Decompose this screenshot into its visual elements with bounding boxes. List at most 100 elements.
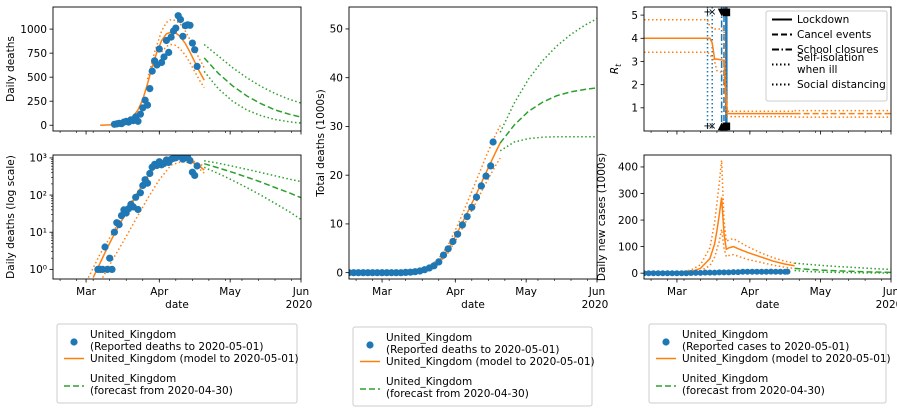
model-lower-line — [428, 157, 501, 270]
forecast-upper-line — [499, 18, 597, 133]
ytick-label: 30 — [330, 121, 343, 133]
legend-marker — [662, 338, 670, 346]
reported-point — [172, 24, 180, 32]
series-legend: United_Kingdom(Reported deaths to 2020-0… — [352, 326, 595, 407]
forecast-line — [499, 87, 597, 144]
reported-point — [739, 268, 746, 275]
model-lower-line — [644, 51, 795, 118]
reported-point — [136, 110, 144, 118]
reported-point — [143, 101, 152, 109]
legend-box — [648, 323, 887, 404]
reported-point — [134, 117, 142, 125]
model-line — [349, 142, 501, 274]
reported-point — [165, 48, 173, 57]
legend-label: School closures — [797, 44, 878, 56]
ytick-label: 0 — [631, 268, 638, 280]
ytick-label: 250 — [27, 96, 47, 108]
legend-label: (Reported cases to 2020-05-01) — [682, 341, 849, 353]
xtick-year-label: 2020 — [582, 299, 609, 311]
legend-label: (forecast from 2020-04-30) — [90, 385, 233, 397]
intervention-marker-top: + — [703, 7, 711, 18]
forecast-lower-line — [203, 70, 301, 124]
plot-area — [100, 12, 301, 128]
ytick-label: 300 — [618, 188, 638, 200]
reported-point — [439, 251, 448, 259]
xtick-label: Apr — [150, 286, 169, 298]
reported-point — [487, 162, 495, 170]
xtick-label: Jun — [882, 286, 897, 298]
ytick-label: 10¹ — [29, 227, 47, 239]
reported-point — [650, 270, 657, 277]
intervention-marker-top: ■ — [722, 7, 731, 18]
xtick-label: Jun — [588, 286, 605, 298]
ytick-label: 10⁰ — [29, 264, 47, 276]
reported-point — [454, 230, 462, 238]
legend-marker — [70, 338, 78, 346]
reported-point — [721, 269, 727, 276]
reported-point — [186, 21, 194, 29]
y-axis-label: Daily deaths — [5, 36, 17, 102]
legend-label: United_Kingdom (model to 2020-05-01) — [386, 356, 595, 368]
legend-label: United_Kingdom — [682, 329, 768, 341]
reported-point — [160, 53, 168, 61]
xtick-label: May — [810, 286, 832, 298]
y-axis-label: Rt — [609, 63, 623, 74]
legend-label: Self-isolation — [797, 52, 864, 64]
reported-point — [458, 221, 466, 229]
reported-point — [669, 270, 676, 277]
xtick-label: Mar — [667, 286, 687, 298]
reported-point — [683, 270, 690, 277]
legend-label: United_Kingdom (model to 2020-05-01) — [682, 353, 891, 365]
reported-point — [146, 169, 154, 178]
forecast-line — [794, 267, 891, 274]
reported-point — [101, 243, 109, 251]
xtick-label: May — [219, 286, 241, 298]
legend-label: (forecast from 2020-04-30) — [386, 388, 529, 400]
reported-point — [655, 270, 662, 277]
xtick-label: Mar — [372, 286, 392, 298]
reported-point — [193, 162, 201, 170]
axes-frame — [643, 6, 892, 132]
reported-point — [711, 269, 718, 276]
reported-point — [146, 85, 154, 93]
model-upper-line — [419, 125, 501, 271]
axes-frame — [643, 154, 892, 280]
legend-label: United_Kingdom — [386, 376, 472, 388]
reported-point — [132, 193, 140, 201]
forecast-upper-line — [203, 43, 301, 104]
axes-frame — [52, 154, 302, 280]
reported-point — [179, 32, 187, 40]
ytick-label: 500 — [27, 72, 47, 84]
ytick-label: 0 — [40, 120, 47, 132]
legend-label: (Reported deaths to 2020-05-01) — [90, 341, 264, 353]
ytick-label: 1 — [631, 103, 638, 115]
model-upper-line — [146, 18, 205, 80]
ytick-label: 40 — [330, 72, 343, 84]
ytick-label: 20 — [330, 170, 343, 182]
intervention-marker-top: × — [708, 7, 716, 18]
reported-point — [188, 39, 196, 47]
model-lower-line — [644, 229, 795, 274]
ytick-label: 1000 — [20, 24, 47, 36]
xtick-label: Apr — [741, 286, 760, 298]
reported-point — [735, 269, 742, 276]
reported-point — [468, 203, 476, 211]
reported-point — [110, 228, 118, 236]
reported-point — [435, 258, 443, 266]
reported-point — [186, 156, 194, 165]
intervention-legend: Lockdown Cancel events School closuresSelf… — [765, 10, 888, 102]
xtick-label: May — [515, 286, 537, 298]
legend-label: Lockdown — [797, 14, 849, 26]
x-axis-label: date — [756, 299, 780, 311]
axes-frame — [348, 6, 598, 280]
reported-point — [108, 265, 116, 273]
intervention-marker-top: ▼ — [718, 7, 726, 18]
intervention-marker-bottom: × — [708, 121, 716, 132]
reported-point — [477, 182, 485, 190]
ytick-label: 200 — [618, 215, 638, 227]
reported-point — [678, 270, 685, 277]
xtick-year-label: 2020 — [876, 299, 897, 311]
reported-point — [155, 45, 163, 53]
